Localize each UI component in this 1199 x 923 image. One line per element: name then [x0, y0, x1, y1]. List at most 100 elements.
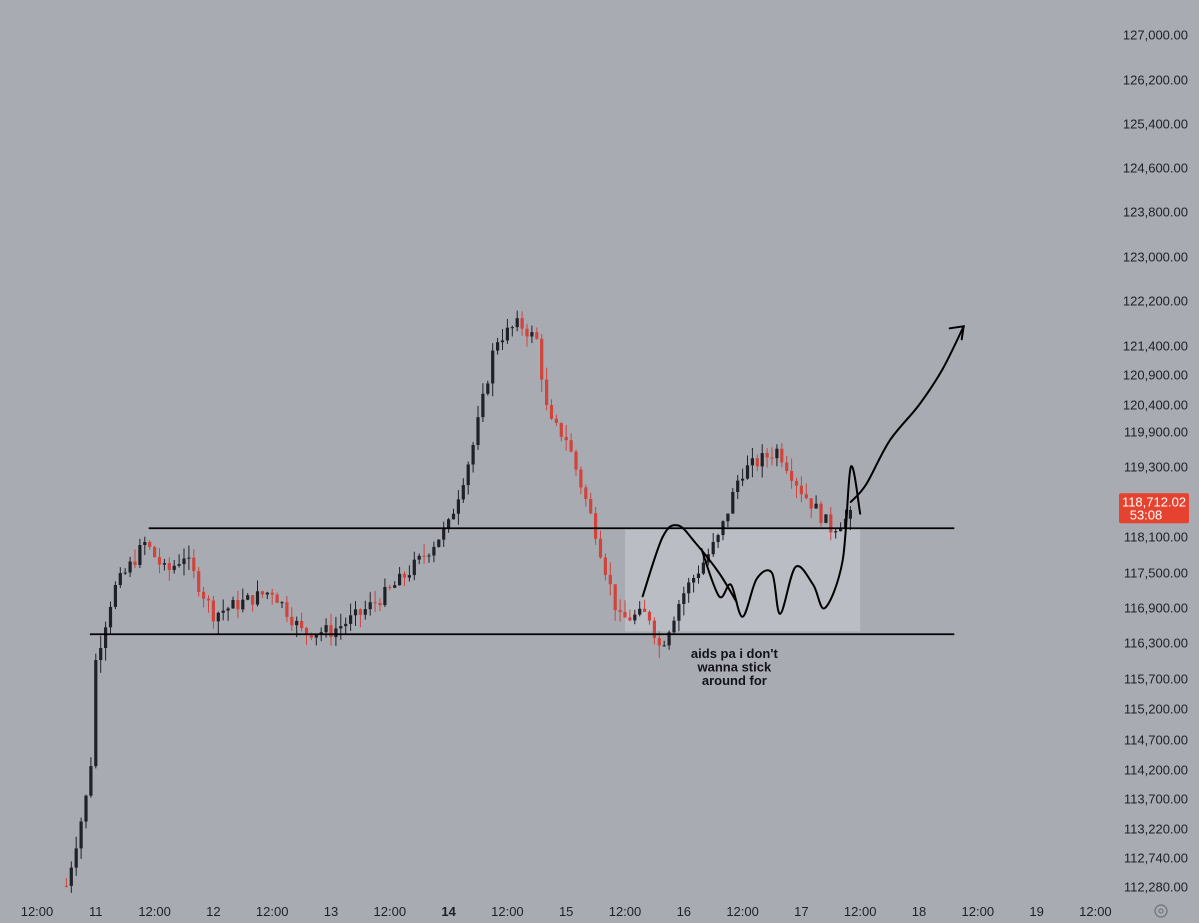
- y-tick-label: 112,740.00: [1124, 851, 1188, 866]
- scribble-right[interactable]: [700, 465, 862, 618]
- candle-body: [157, 557, 162, 565]
- candle-body: [442, 527, 446, 540]
- y-tick-label: 126,200.00: [1123, 73, 1188, 88]
- candle-body: [398, 573, 402, 586]
- candle-body: [486, 383, 490, 394]
- y-tick-label: 115,700.00: [1124, 672, 1188, 687]
- candle: [530, 325, 534, 344]
- candle: [638, 601, 642, 617]
- candle: [143, 536, 147, 556]
- candle-body: [143, 541, 147, 546]
- candle-body: [834, 531, 838, 533]
- candle: [579, 466, 583, 495]
- candle: [104, 621, 108, 661]
- candle: [491, 343, 495, 397]
- candle-body: [113, 585, 117, 607]
- candle-body: [353, 609, 358, 616]
- candle-body: [530, 332, 534, 337]
- candle-body: [64, 885, 68, 887]
- candle: [221, 599, 225, 621]
- candle: [64, 877, 68, 888]
- candle-body: [231, 600, 235, 609]
- candle-body: [569, 440, 573, 452]
- candle: [432, 541, 436, 563]
- candle-body: [304, 628, 309, 634]
- candle-body: [809, 498, 813, 509]
- candle: [839, 522, 843, 532]
- candle-body: [241, 599, 245, 610]
- y-tick-label: 125,400.00: [1123, 117, 1188, 132]
- candle: [809, 498, 813, 519]
- candle-body: [270, 592, 274, 595]
- candle: [608, 562, 612, 596]
- x-tick-label: 11: [89, 904, 103, 919]
- candle: [358, 608, 362, 628]
- candle: [804, 483, 808, 500]
- candle: [329, 613, 333, 646]
- projection-arrow[interactable]: [849, 325, 965, 503]
- candle-body: [540, 338, 544, 380]
- candle-body: [260, 591, 264, 595]
- candle-body: [300, 620, 304, 629]
- candle-body: [633, 614, 637, 621]
- candle: [398, 567, 402, 586]
- candle-body: [197, 571, 201, 592]
- candle: [736, 474, 740, 500]
- candle: [824, 514, 828, 524]
- candle: [643, 599, 647, 613]
- candle-body: [819, 503, 823, 523]
- candle: [677, 599, 681, 632]
- candle: [138, 538, 142, 569]
- candle-body: [74, 848, 78, 868]
- candle-body: [118, 573, 122, 586]
- candle-body: [358, 609, 362, 615]
- candles-layer: [64, 310, 852, 893]
- candle: [236, 590, 240, 619]
- candle: [290, 607, 294, 631]
- candle-body: [187, 557, 191, 559]
- x-tick-label: 12:00: [844, 904, 877, 919]
- y-axis: 127,000.00 126,200.00 125,400.00 124,600.00…: [1123, 28, 1188, 895]
- candle: [94, 653, 98, 769]
- candle-body: [628, 617, 632, 621]
- candle-body: [427, 555, 431, 557]
- candle: [549, 399, 554, 420]
- x-axis: 12:00 11 12:00 12 12:00 13 12:00 14 12:00 15 12:00…: [21, 904, 1112, 919]
- candle: [422, 544, 426, 564]
- candle: [613, 584, 617, 621]
- candle: [652, 617, 656, 645]
- x-tick-label: 12:00: [491, 904, 524, 919]
- candle-body: [216, 612, 220, 622]
- candle-body: [206, 598, 211, 601]
- candle-body: [211, 600, 215, 622]
- candle: [682, 586, 686, 616]
- x-tick-label: 13: [324, 904, 338, 919]
- annotation-line: wanna stick: [697, 660, 772, 675]
- scribble-left[interactable]: [641, 524, 738, 604]
- candle-body: [804, 494, 808, 499]
- candle-body: [104, 627, 108, 649]
- candle-body: [481, 393, 485, 418]
- candle-body: [84, 795, 88, 822]
- settings-layer[interactable]: [1154, 904, 1168, 918]
- candle: [417, 553, 421, 565]
- candle: [368, 592, 372, 616]
- candle: [662, 640, 666, 647]
- candle: [496, 337, 500, 355]
- candle-body: [344, 623, 348, 627]
- candle-body: [79, 821, 83, 849]
- arrow-head-icon: [948, 325, 965, 341]
- candle-body: [667, 632, 671, 646]
- candle: [74, 836, 78, 876]
- candle: [745, 455, 750, 480]
- candle: [363, 600, 367, 620]
- candle-body: [407, 575, 411, 578]
- candle: [545, 367, 549, 411]
- candle-body: [780, 448, 784, 463]
- settings-gear-icon[interactable]: [1154, 904, 1168, 918]
- candle: [525, 323, 529, 347]
- candle: [231, 596, 235, 609]
- candle: [633, 609, 637, 625]
